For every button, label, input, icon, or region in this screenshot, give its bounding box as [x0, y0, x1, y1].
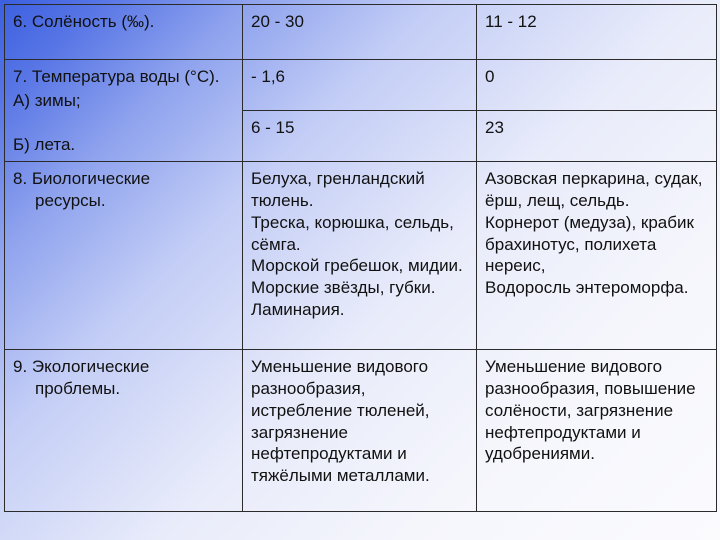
- row7-summer-col2: 6 - 15: [243, 111, 477, 162]
- row7-summer-col3: 23: [477, 111, 717, 162]
- row6-col2: 20 - 30: [243, 5, 477, 60]
- comparison-table: 6. Солёность (‰). 20 - 30 11 - 12 7. Тем…: [4, 4, 717, 512]
- table-row: 9. Экологические проблемы. Уменьшение ви…: [5, 350, 717, 512]
- row7-winter-col3: 0: [477, 60, 717, 111]
- row9-col2: Уменьшение видового разнообразия, истреб…: [243, 350, 477, 512]
- row9-label-line2: проблемы.: [13, 378, 234, 400]
- row7-winter-col2: - 1,6: [243, 60, 477, 111]
- row6-label-text: 6. Солёность (‰).: [13, 12, 154, 31]
- row6-col3: 11 - 12: [477, 5, 717, 60]
- row9-label-line1: 9. Экологические: [13, 357, 149, 376]
- row9-label: 9. Экологические проблемы.: [5, 350, 243, 512]
- row7-label-b: Б) лета.: [13, 134, 234, 156]
- row8-label: 8. Биологические ресурсы.: [5, 162, 243, 350]
- row7-label-main: 7. Температура воды (°С).: [13, 67, 220, 86]
- table-row: 6. Солёность (‰). 20 - 30 11 - 12: [5, 5, 717, 60]
- row8-col2: Белуха, гренландский тюлень. Треска, кор…: [243, 162, 477, 350]
- table-row: 7. Температура воды (°С). А) зимы; Б) ле…: [5, 60, 717, 111]
- row8-col3: Азовская перкарина, судак, ёрш, лещ, сел…: [477, 162, 717, 350]
- row7-label: 7. Температура воды (°С). А) зимы; Б) ле…: [5, 60, 243, 162]
- row8-label-line2: ресурсы.: [13, 190, 234, 212]
- row8-label-line1: 8. Биологические: [13, 169, 150, 188]
- row7-label-a: А) зимы;: [13, 90, 234, 112]
- row9-col3: Уменьшение видового разнообразия, повыше…: [477, 350, 717, 512]
- row6-label: 6. Солёность (‰).: [5, 5, 243, 60]
- table-row: 8. Биологические ресурсы. Белуха, гренла…: [5, 162, 717, 350]
